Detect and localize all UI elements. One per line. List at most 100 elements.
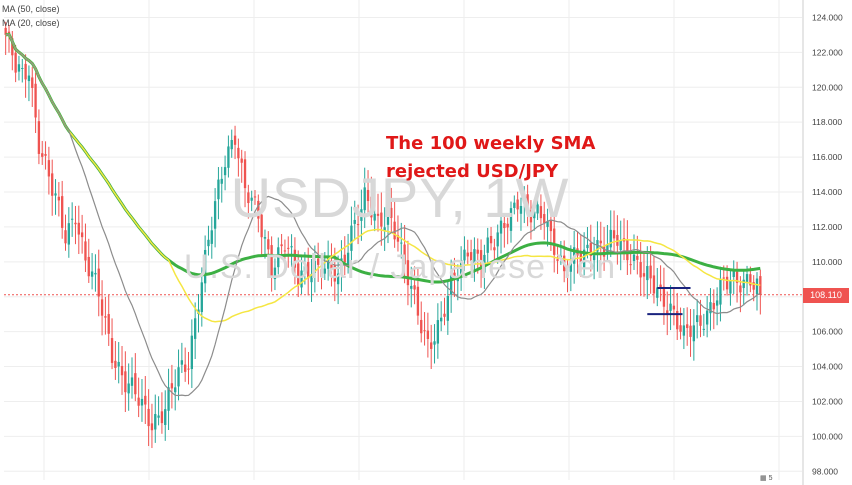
candle-body [569,261,573,272]
candle-body [702,328,705,330]
candle-body [403,244,406,265]
candle-body [516,199,519,210]
candle-body [240,158,243,163]
candle-body [416,286,420,316]
candle-body [596,240,599,252]
sma-100-line [5,32,761,284]
candle-body [207,239,210,247]
candle-body [47,160,51,177]
y-tick-label: 120.000 [812,82,843,92]
candle-body [449,274,453,295]
candle-body [493,247,496,251]
candle-body [443,313,446,317]
candle-body [250,197,253,201]
candle-body [336,273,340,285]
candle-body [110,338,114,363]
candle-body [317,258,320,265]
candle-body [503,222,506,229]
candle-body [24,63,27,80]
legend-ma50[interactable]: MA (50, close) [2,4,60,14]
candle-body [519,206,523,214]
candle-body [682,325,686,336]
chart-annotation: The 100 weekly SMA rejected USD/JPY [386,130,595,186]
candle-body [14,52,17,73]
candle-body [4,27,7,35]
candle-body [629,264,632,266]
candle-body [37,121,41,154]
candle-body [41,153,44,157]
candle-body [489,235,493,244]
candle-body [54,193,57,196]
candle-body [74,222,77,225]
candle-body [609,229,612,248]
candle-body [436,320,440,344]
candle-body [323,268,326,274]
candle-body [636,255,639,260]
candle-body [140,398,144,406]
legend-ma20[interactable]: MA (20, close) [2,18,60,28]
candle-body [676,310,679,330]
candle-body [745,274,749,283]
candle-body [556,259,559,261]
candle-body [184,364,187,372]
candle-body [330,260,333,270]
candle-body [646,266,649,281]
candle-body [725,276,729,290]
candle-body [64,230,67,244]
candle-body [147,408,150,427]
candle-body [705,310,709,325]
candle-body [549,220,553,232]
candle-body [689,325,692,337]
candle-body [326,257,330,269]
candle-body [187,368,190,370]
candle-body [572,247,576,264]
candle-body [406,260,410,286]
candle-body [313,260,317,273]
candle-body [486,237,489,253]
candle-body [506,223,509,228]
candle-body [203,249,207,284]
candle-body [267,239,270,250]
candle-body [213,201,217,229]
candle-body [34,83,37,118]
candle-body [529,210,533,223]
candle-body [386,208,390,225]
candle-body [144,395,147,405]
candle-body [393,221,396,240]
candle-body [679,325,682,332]
candle-body [453,272,456,277]
candle-body [666,310,669,316]
candle-body [360,209,363,221]
candle-body [280,244,283,247]
candle-body [80,232,84,238]
y-tick-label: 110.000 [812,257,842,267]
candle-body [469,252,473,262]
candle-body [253,196,257,198]
candle-body [353,219,356,224]
candle-body [343,254,346,263]
candle-body [373,213,376,221]
candle-body [237,147,240,159]
candle-body [430,342,433,349]
candle-body [672,305,676,310]
candle-body [174,387,177,393]
candle-body [459,259,463,276]
candle-body [370,196,373,218]
sma-50-line [5,33,761,323]
moving-averages [5,32,761,397]
y-tick-label: 118.000 [812,117,842,127]
candle-body [260,214,263,238]
candle-body [217,179,220,200]
candle-body [87,256,90,277]
candle-body [463,249,466,261]
candle-body [715,300,719,306]
candle-body [686,324,689,329]
candle-body [692,325,696,342]
candle-body [729,280,732,294]
time-axis-badge[interactable]: ▦ 5 [760,473,786,485]
candle-body [479,250,483,269]
candle-body [290,246,293,248]
candle-body [57,196,61,201]
candle-body [170,383,174,389]
